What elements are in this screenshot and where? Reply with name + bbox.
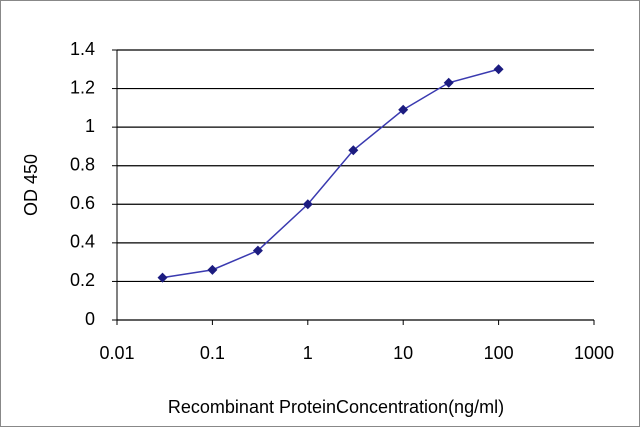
data-point (157, 272, 168, 283)
x-tick-label: 100 (484, 343, 514, 363)
y-tick-label: 0.6 (70, 193, 95, 213)
data-line (162, 68, 499, 279)
x-tick-label: 0.01 (99, 343, 134, 363)
data-point (207, 264, 218, 275)
data-point (398, 104, 409, 115)
y-tick-label: 0.8 (70, 154, 95, 174)
x-tick-label: 0.1 (200, 343, 225, 363)
data-point (302, 199, 313, 210)
x-tick-label: 1000 (574, 343, 614, 363)
data-point (252, 245, 263, 256)
y-tick-label: 0.2 (70, 270, 95, 290)
x-axis-label: Recombinant ProteinConcentration(ng/ml) (168, 397, 504, 417)
y-tick-label: 1 (85, 116, 95, 136)
x-tick-label: 10 (393, 343, 413, 363)
y-tick-label: 1.4 (70, 39, 95, 59)
data-point (348, 145, 359, 156)
y-tick-label: 1.2 (70, 77, 95, 97)
y-tick-label: 0 (85, 309, 95, 329)
data-point (443, 77, 454, 88)
x-tick-label: 1 (303, 343, 313, 363)
y-axis-label: OD 450 (21, 154, 41, 216)
data-point (493, 64, 504, 75)
y-tick-label: 0.4 (70, 232, 95, 252)
